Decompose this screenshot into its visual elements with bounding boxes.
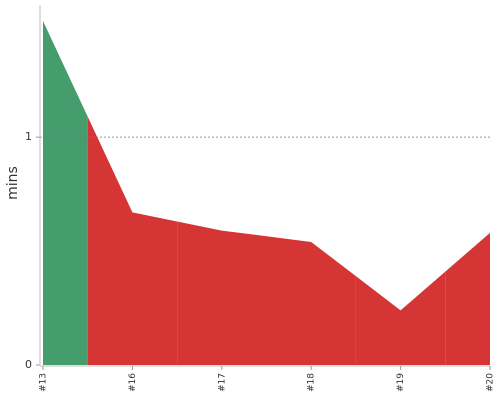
y-tick-label: 1 <box>25 130 32 143</box>
area-segment <box>355 271 446 365</box>
area-segment <box>87 116 178 365</box>
x-tick-label: #19 <box>396 373 406 392</box>
x-tick-label: #20 <box>486 373 496 392</box>
area-segment <box>445 232 490 365</box>
area-segment <box>266 236 356 365</box>
y-tick-label: 0 <box>25 358 32 371</box>
area-segment <box>177 221 267 365</box>
x-tick-label: #13 <box>39 373 49 392</box>
x-tick-label: #18 <box>307 373 317 392</box>
x-tick-label: #16 <box>128 373 138 392</box>
x-tick-label: #17 <box>217 373 227 392</box>
y-axis-label: mins <box>5 166 21 200</box>
area-segment <box>43 20 88 365</box>
